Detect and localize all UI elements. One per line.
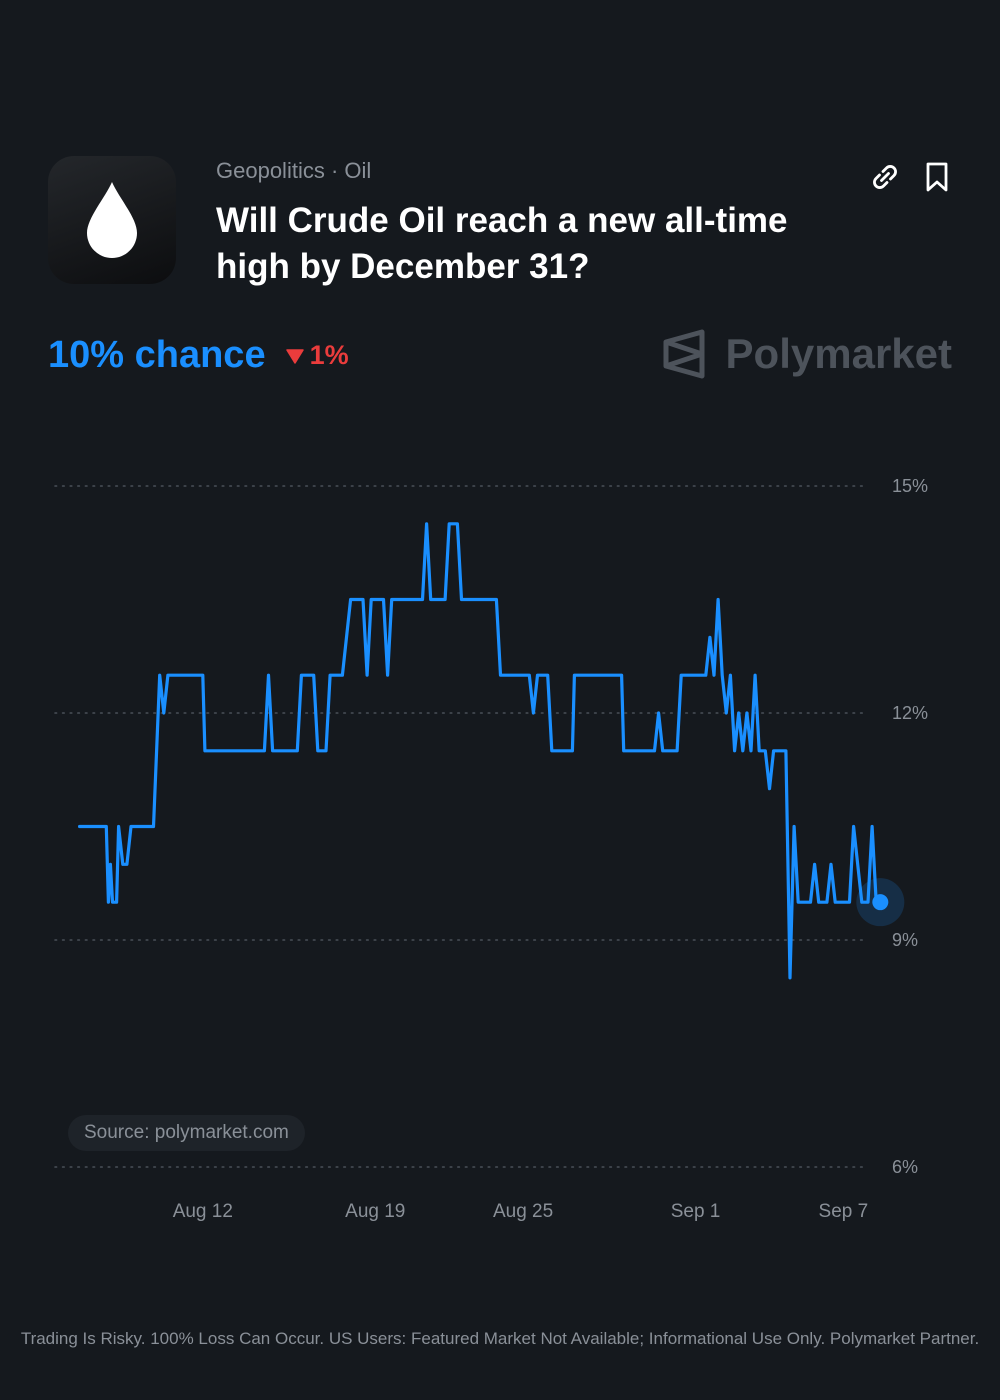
y-tick-label: 6%: [892, 1157, 918, 1177]
market-title: Will Crude Oil reach a new all-time high…: [216, 201, 788, 286]
y-tick-label: 15%: [892, 476, 928, 496]
market-icon: [48, 156, 176, 284]
disclaimer: Trading Is Risky. 100% Loss Can Occur. U…: [20, 1329, 980, 1348]
x-tick-label: Sep 7: [819, 1201, 869, 1222]
bookmark-icon: [926, 162, 948, 192]
last-point-marker: [872, 894, 889, 911]
link-icon: [873, 165, 897, 189]
change-badge: 1%: [285, 340, 349, 371]
y-axis-ticks: 15% 12% 9% 6%: [892, 476, 928, 1177]
oil-drop-icon: [87, 182, 137, 258]
copy-link-button[interactable]: [870, 160, 900, 194]
polymarket-logo-icon: [663, 329, 705, 379]
x-tick-label: Aug 19: [345, 1201, 405, 1222]
x-tick-label: Sep 1: [671, 1201, 721, 1222]
brand-logo: Polymarket: [662, 328, 952, 380]
price-chart: 15% 12% 9% 6% Aug 12 Aug 19 Aug 25 Sep 1 Sep 7: [54, 476, 928, 1222]
change-value: 1%: [309, 340, 349, 370]
y-tick-label: 9%: [892, 930, 918, 950]
chance-value: 10% chance: [48, 334, 266, 376]
source-label: Source: polymarket.com: [68, 1115, 305, 1151]
x-axis-ticks: Aug 12 Aug 19 Aug 25 Sep 1 Sep 7: [173, 1201, 868, 1222]
x-tick-label: Aug 12: [173, 1201, 233, 1222]
triangle-down-icon: [285, 348, 304, 364]
bookmark-button[interactable]: [922, 160, 952, 194]
probability-summary: 10% chance 1%: [48, 334, 349, 377]
brand-name: Polymarket: [725, 330, 952, 377]
series-line: [78, 522, 882, 980]
y-tick-label: 12%: [892, 703, 928, 723]
market-category: Geopolitics · Oil: [216, 158, 372, 183]
header-actions: [870, 160, 952, 194]
x-tick-label: Aug 25: [493, 1201, 553, 1222]
